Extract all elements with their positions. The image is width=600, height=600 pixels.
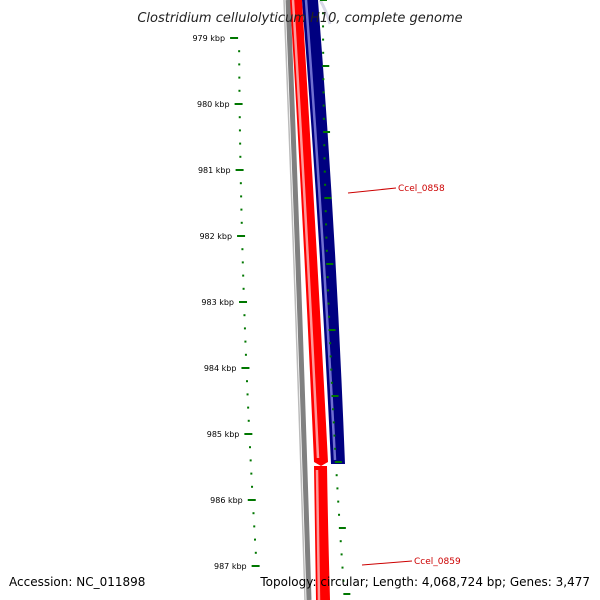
genome-summary: Topology: circular; Length: 4,068,724 bp… [259,575,590,589]
feature-arcs [283,0,345,600]
reverse-gene-edge [318,0,332,25]
ruler-tick-label: 984 kbp [204,364,237,373]
ruler-tick-label: 986 kbp [210,496,243,505]
reverse-gene-highlight [304,0,337,461]
backbone-arc [285,0,312,600]
ruler-tick-label: 982 kbp [199,232,232,241]
accession-label: Accession: NC_011898 [9,575,145,589]
ruler-tick-label: 979 kbp [192,34,225,43]
gene-labels: Ccel_0858 Ccel_0859 [347,184,461,567]
gene-label[interactable]: Ccel_0858 [398,184,445,194]
ruler-tick-label: 987 kbp [214,562,247,571]
backbone-highlight [283,0,306,600]
ruler-tick-label: 985 kbp [207,430,240,439]
gene-label-leader [361,560,413,566]
map-title: Clostridium cellulolyticum H10, complete… [137,11,462,26]
ruler-tick-label: 981 kbp [198,166,231,175]
gene-label[interactable]: Ccel_0859 [414,557,461,567]
gene-label-leader [347,187,397,194]
forward-gene-highlight [291,0,320,459]
reverse-gene-arc-ccel-0858 [302,0,345,464]
forward-gene-highlight-2 [315,469,321,600]
ruler-tick-labels: 979 kbp 980 kbp 981 kbp 982 kbp 983 kbp 984 k… [192,34,246,571]
ruler-tick-label: 983 kbp [201,298,234,307]
ruler-ticks [230,0,351,595]
ruler-tick-label: 980 kbp [197,100,230,109]
